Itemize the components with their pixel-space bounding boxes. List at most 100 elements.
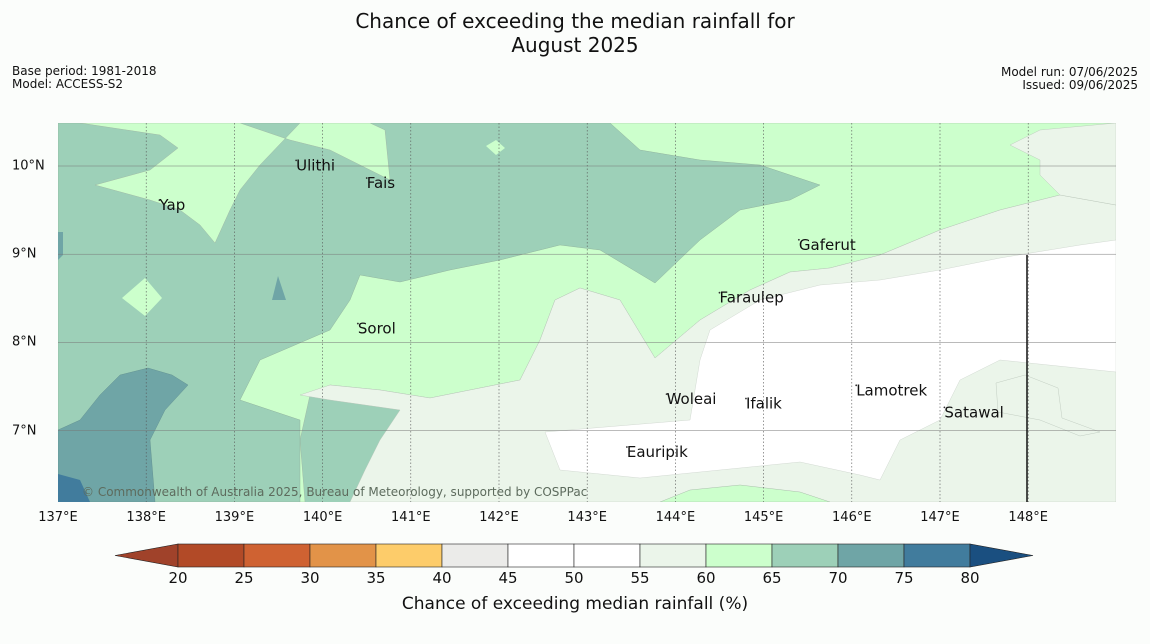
colorbar-tick-label: 45 [498, 569, 518, 587]
colorbar [114, 543, 1034, 568]
lon-tick-label: 148°E [1008, 510, 1048, 525]
island-marker [625, 446, 628, 448]
place-label: Yap [158, 196, 185, 214]
lon-tick-label: 143°E [567, 510, 607, 525]
island-marker [356, 322, 359, 325]
lon-tick-label: 146°E [832, 510, 872, 525]
place-fais: Fais [365, 174, 396, 192]
colorbar-segment [573, 543, 641, 568]
island-marker [943, 406, 946, 409]
place-yap: Yap [158, 196, 185, 214]
colorbar-segment [639, 543, 707, 568]
colorbar-segment [507, 543, 575, 568]
colorbar-segment [903, 543, 971, 568]
field-65-70-west [58, 123, 821, 502]
colorbar-tick-label: 35 [366, 569, 386, 587]
place-label: Ulithi [296, 156, 335, 174]
graticule [58, 123, 1116, 502]
meta-right: Model run: 07/06/2025 Issued: 09/06/2025 [1001, 66, 1138, 92]
colorbar-under-arrow [114, 543, 179, 568]
lon-tick-label: 147°E [920, 510, 960, 525]
place-faraulep: Faraulep [718, 289, 784, 307]
lon-tick-label: 142°E [479, 510, 519, 525]
colorbar-segment [375, 543, 443, 568]
lon-tick-label: 141°E [391, 510, 431, 525]
place-lamotrek: Lamotrek [855, 381, 927, 399]
field-70-75-spot [272, 276, 286, 300]
place-markers: Yap Ulithi Fais Gaferut Faraulep Sorol Woleai I… [158, 156, 1003, 461]
field-55-60-lower [995, 374, 1101, 437]
title-line-1: Chance of exceeding the median rainfall … [355, 9, 795, 33]
colorbar-tick-label: 80 [960, 569, 980, 587]
lon-tick-label: 140°E [302, 510, 343, 525]
field-70-75-sw [58, 367, 189, 502]
colorbar-segment [309, 543, 377, 568]
colorbar-tick-label: 65 [762, 569, 782, 587]
copyright-notice: © Commonwealth of Australia 2025, Bureau… [82, 485, 588, 499]
place-ulithi: Ulithi [295, 156, 335, 174]
island-marker [745, 397, 747, 400]
lon-tick-label: 137°E [38, 510, 78, 525]
island-marker [665, 393, 668, 396]
colorbar-tick-label: 50 [564, 569, 584, 587]
island-marker [718, 291, 721, 294]
colorbar-tick-label: 60 [696, 569, 716, 587]
place-eauripik: Eauripik [625, 443, 688, 461]
lon-tick-label: 144°E [655, 510, 696, 525]
colorbar-segment [177, 543, 245, 568]
island-marker [365, 177, 368, 179]
field-60-65-yap [79, 123, 391, 244]
colorbar-segment [705, 543, 773, 568]
lat-tick-label: 8°N [12, 334, 37, 350]
place-gaferut: Gaferut [797, 236, 856, 254]
island-marker [295, 159, 298, 162]
model-name: Model: ACCESS-S2 [12, 77, 124, 91]
field-60-65-south [659, 484, 831, 502]
model-run: Model run: 07/06/2025 [1000, 65, 1138, 79]
colorbar-segment [441, 543, 509, 568]
meta-left: Base period: 1981-2018 Model: ACCESS-S2 [12, 65, 157, 91]
lon-tick-label: 138°E [126, 510, 166, 525]
place-woleai: Woleai [665, 390, 717, 408]
place-label: Satawal [944, 403, 1003, 421]
colorbar-tick-label: 25 [234, 569, 254, 587]
colorbar-tick-label: 70 [828, 569, 848, 587]
colorbar-tick-label: 20 [168, 569, 188, 587]
colorbar-tick-label: 75 [894, 569, 914, 587]
colorbar-tick-label: 55 [630, 569, 650, 587]
place-label: Eauripik [627, 443, 688, 461]
lat-tick-label: 7°N [12, 423, 37, 439]
island-marker [797, 238, 800, 241]
place-label: Faraulep [720, 289, 784, 307]
colorbar-segment [771, 543, 839, 568]
lat-tick-label: 10°N [12, 158, 45, 174]
place-label: Lamotrek [856, 381, 927, 399]
island-marker [855, 384, 858, 387]
field-60-65-diamond [122, 278, 162, 316]
lat-tick-label: 9°N [12, 246, 37, 262]
base-period: Base period: 1981-2018 [12, 64, 157, 78]
field-50-55 [544, 239, 1116, 481]
place-ifalik: Ifalik [745, 395, 782, 413]
place-label: Sorol [358, 320, 396, 338]
lon-tick-label: 145°E [743, 510, 784, 525]
place-label: Fais [367, 174, 396, 192]
field-55-60-ne [1009, 123, 1116, 206]
lon-tick-label: 139°E [214, 510, 255, 525]
map-title: Chance of exceeding the median rainfall … [0, 9, 1150, 57]
field-75-80-corner [58, 474, 90, 502]
title-line-2: August 2025 [511, 33, 639, 57]
place-label: Woleai [667, 390, 717, 408]
colorbar-label: Chance of exceeding median rainfall (%) [401, 594, 749, 614]
field-70-75-edge [58, 232, 63, 260]
field-60-65-dot [486, 140, 505, 155]
place-satawal: Satawal [943, 403, 1004, 421]
island-marker [158, 199, 161, 202]
colorbar-segment [837, 543, 905, 568]
place-sorol: Sorol [356, 320, 396, 338]
colorbar-segment [243, 543, 311, 568]
colorbar-tick-label: 30 [300, 569, 320, 587]
issued-date: Issued: 09/06/2025 [1022, 78, 1138, 92]
place-label: Gaferut [799, 236, 856, 254]
